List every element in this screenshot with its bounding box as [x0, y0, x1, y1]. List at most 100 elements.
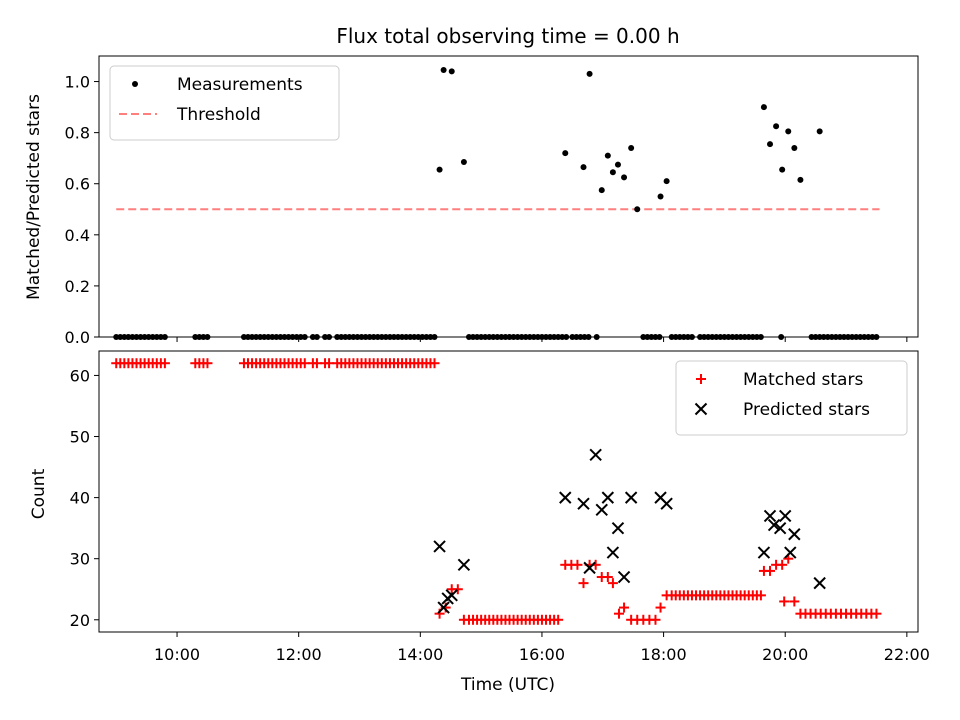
predicted-stars-point	[773, 521, 787, 535]
measurement-point	[785, 128, 792, 135]
predicted-stars-point	[784, 546, 797, 559]
matched-stars-point	[765, 565, 776, 576]
legend-marker-predicted	[694, 402, 708, 416]
y-tick-label: 60	[70, 366, 90, 385]
measurement-point	[604, 152, 611, 159]
measurement-point	[634, 206, 641, 213]
measurement-point	[562, 150, 569, 157]
matched-stars-point	[777, 559, 788, 570]
measurement-point	[598, 187, 605, 194]
legend-label: Predicted stars	[743, 400, 870, 420]
bottom-y-axis-label: Count	[29, 468, 49, 519]
top-plot-panel: 0.0 0.2 0.4 0.6 0.8 1.0 Measurements Threshold	[65, 55, 919, 347]
matched-stars-point	[650, 614, 661, 625]
matched-stars-point	[607, 578, 618, 589]
predicted-stars-point	[813, 576, 826, 590]
x-tick-label: 22:00	[884, 645, 930, 664]
matched-stars-point	[789, 596, 800, 607]
measurement-point	[797, 176, 804, 183]
predicted-stars-point	[583, 561, 596, 575]
y-tick-label: 0.6	[65, 175, 90, 194]
measurement-point	[773, 123, 780, 130]
legend-marker-matched	[696, 374, 706, 384]
matched-stars-point	[779, 596, 790, 607]
matched-stars-point	[572, 559, 583, 570]
measurement-point	[816, 128, 823, 135]
measurement-point	[621, 174, 628, 181]
top-chart-title: Flux total observing time = 0.00 h	[336, 24, 679, 48]
measurement-point	[791, 144, 798, 151]
predicted-stars-point	[660, 497, 673, 510]
predicted-stars-point	[763, 509, 777, 523]
y-tick-label: 1.0	[65, 73, 90, 92]
legend-box	[109, 65, 340, 141]
plot-frame	[98, 350, 919, 633]
matched-stars-point	[655, 602, 666, 613]
predicted-stars-point	[595, 503, 608, 517]
predicted-stars-point	[757, 546, 771, 559]
matched-stars-point	[619, 602, 630, 613]
matched-stars-point	[613, 608, 624, 619]
x-axis-label: Time (UTC)	[460, 675, 555, 695]
measurement-point	[436, 166, 443, 173]
predicted-stars-point	[433, 540, 446, 553]
plot-frame	[98, 55, 919, 338]
predicted-stars-point	[606, 546, 620, 559]
y-tick-label: 40	[70, 489, 90, 508]
y-tick-label: 0.4	[65, 226, 90, 245]
x-tick-label: 14:00	[397, 645, 443, 664]
measurement-point	[460, 159, 467, 166]
predicted-stars-point	[559, 491, 572, 504]
measurement-point	[614, 161, 621, 168]
measurement-point	[448, 68, 455, 75]
y-tick-label: 0.0	[65, 328, 90, 347]
measurement-point	[628, 144, 635, 151]
predicted-stars-point	[779, 509, 792, 523]
legend-label: Threshold	[176, 105, 261, 125]
measurement-point	[586, 70, 593, 77]
x-tick-label: 18:00	[641, 645, 687, 664]
predicted-stars-point	[611, 521, 625, 535]
bottom-plot-panel: 20 30 40 50 60 10:00 12:00 14:00 16:00 18:00 20:00…	[70, 350, 930, 664]
y-tick-label: 30	[70, 550, 90, 569]
matched-stars-point	[871, 608, 882, 619]
matched-stars-point	[429, 358, 440, 369]
measurement-point	[663, 178, 670, 185]
y-tick-label: 0.2	[65, 277, 90, 296]
measurement-point	[657, 193, 664, 200]
matched-stars-point	[202, 358, 213, 369]
x-tick-label: 12:00	[276, 645, 322, 664]
matched-stars-point	[159, 358, 170, 369]
legend-label: Measurements	[177, 75, 303, 95]
predicted-stars-point	[437, 601, 450, 614]
measurement-point	[440, 67, 447, 74]
measurement-point	[609, 169, 616, 176]
x-tick-label: 10:00	[154, 645, 200, 664]
y-tick-label: 20	[70, 611, 90, 630]
x-tick-label: 16:00	[519, 645, 565, 664]
predicted-stars-point	[457, 558, 471, 572]
predicted-stars-point	[624, 491, 638, 504]
measurement-point	[767, 141, 774, 148]
top-y-axis-label: Matched/Predicted stars	[24, 94, 44, 300]
measurement-point	[760, 104, 767, 111]
predicted-stars-point	[589, 448, 602, 462]
x-tick-label: 20:00	[762, 645, 808, 664]
matched-stars-point	[553, 614, 564, 625]
predicted-stars-point	[767, 518, 781, 532]
y-tick-label: 0.8	[65, 124, 90, 143]
predicted-stars-point	[617, 570, 631, 584]
predicted-stars-point	[601, 491, 615, 504]
matched-stars-point	[452, 584, 463, 595]
matched-stars-point	[755, 590, 766, 601]
matched-stars-point	[602, 572, 613, 583]
matched-stars-point	[578, 578, 589, 589]
predicted-stars-point	[788, 528, 801, 541]
predicted-stars-point	[445, 589, 458, 602]
measurement-point	[580, 164, 587, 171]
predicted-stars-point	[577, 497, 590, 510]
measurement-point	[779, 166, 786, 173]
legend-label: Matched stars	[743, 370, 863, 390]
legend-marker-measurements	[132, 81, 138, 87]
